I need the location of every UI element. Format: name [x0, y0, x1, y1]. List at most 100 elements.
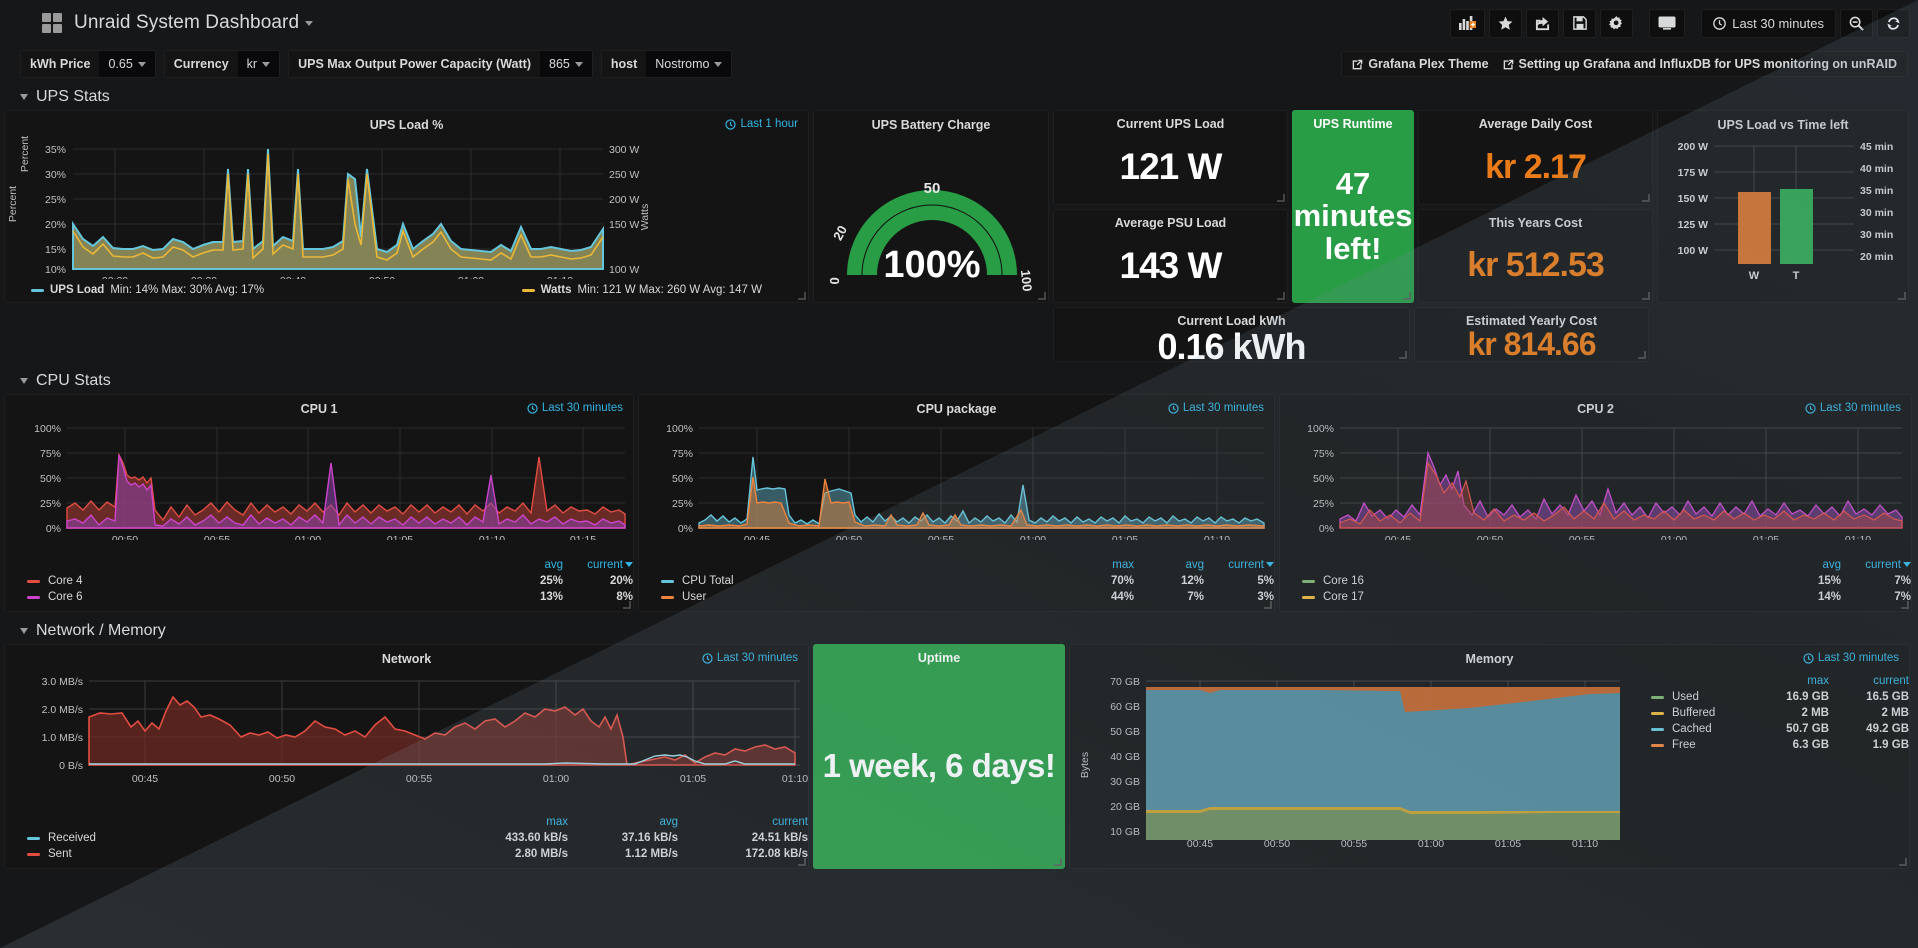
panel-title: UPS Load vs Time left: [1717, 118, 1849, 132]
panel-resize-handle[interactable]: [623, 601, 631, 609]
svg-text:00:45: 00:45: [132, 773, 158, 785]
svg-text:30 GB: 30 GB: [1110, 776, 1140, 788]
variable-value[interactable]: Nostromo: [646, 51, 731, 77]
panel-title: Estimated Yearly Cost: [1465, 314, 1598, 328]
legend-row[interactable]: Used 16.9 GB 16.5 GB: [1629, 689, 1909, 705]
svg-text:01:10: 01:10: [1572, 838, 1598, 850]
panel-resize-handle[interactable]: [1403, 292, 1411, 300]
dashboard-link-ups-guide[interactable]: Setting up Grafana and InfluxDB for UPS …: [1503, 57, 1897, 71]
panel-title: Current UPS Load: [1116, 117, 1225, 131]
legend-row[interactable]: Core 4 25% 20%: [5, 573, 633, 589]
row-header-network-memory[interactable]: Network / Memory: [0, 612, 1918, 644]
legend-row[interactable]: Free 6.3 GB 1.9 GB: [1629, 737, 1909, 753]
grid-icon[interactable]: [42, 13, 62, 33]
panel-time-range[interactable]: Last 30 minutes: [527, 402, 623, 414]
panel-resize-handle[interactable]: [1638, 351, 1646, 359]
refresh-button[interactable]: [1877, 8, 1910, 38]
legend-item-received[interactable]: Received: [5, 832, 448, 844]
y2-axis-ticks: 300 W 250 W 200 W 150 W 100 W: [609, 144, 639, 276]
legend-item-sent[interactable]: Sent: [5, 848, 448, 860]
legend-item-free[interactable]: Free: [1629, 739, 1749, 751]
legend-item-used[interactable]: Used: [1629, 691, 1749, 703]
legend-col-current: current: [563, 557, 633, 573]
zoom-out-button[interactable]: [1840, 8, 1873, 38]
legend-label: Free: [1672, 739, 1696, 751]
stat-value: 121 W: [1119, 146, 1223, 188]
variable-value[interactable]: 865: [540, 51, 592, 77]
legend-col-current: current: [772, 816, 808, 828]
refresh-icon: [1887, 16, 1900, 30]
legend-swatch: [1302, 579, 1315, 583]
legend-row[interactable]: Core 16 15% 7%: [1280, 573, 1911, 589]
row-header-cpu-stats[interactable]: CPU Stats: [0, 362, 1918, 394]
panel-resize-handle[interactable]: [1054, 858, 1062, 866]
legend-item-user[interactable]: User: [639, 591, 1064, 603]
legend-item-core17[interactable]: Core 17: [1280, 591, 1771, 603]
panel-time-range[interactable]: Last 30 minutes: [1803, 652, 1899, 664]
variable-value[interactable]: 0.65: [99, 51, 154, 77]
variable-value[interactable]: kr: [238, 51, 279, 77]
dashboard-links: Grafana Plex Theme Setting up Grafana an…: [1341, 51, 1908, 77]
legend-row[interactable]: Received 433.60 kB/s 37.16 kB/s 24.51 kB/s: [5, 830, 808, 846]
panel-time-range[interactable]: Last 30 minutes: [1168, 402, 1264, 414]
legend-item-core6[interactable]: Core 6: [5, 591, 493, 603]
svg-text:T: T: [1793, 270, 1800, 282]
legend-item-ups-load[interactable]: UPS Load Min: 14% Max: 30% Avg: 17%: [21, 284, 264, 296]
legend-item-buffered[interactable]: Buffered: [1629, 707, 1749, 719]
panel-time-range[interactable]: Last 30 minutes: [1805, 402, 1901, 414]
svg-text:1.0 MB/s: 1.0 MB/s: [42, 732, 83, 744]
panel-resize-handle[interactable]: [1899, 858, 1907, 866]
legend-col-max: max: [1112, 559, 1134, 571]
panel-resize-handle[interactable]: [1264, 601, 1272, 609]
legend-item-core4[interactable]: Core 4: [5, 575, 493, 587]
legend-item-cpu-total[interactable]: CPU Total: [639, 575, 1064, 587]
legend-item-cached[interactable]: Cached: [1629, 723, 1749, 735]
legend-row[interactable]: Core 17 14% 7%: [1280, 589, 1911, 605]
legend-row[interactable]: Sent 2.80 MB/s 1.12 MB/s 172.08 kB/s: [5, 846, 808, 862]
legend-row[interactable]: Buffered 2 MB 2 MB: [1629, 705, 1909, 721]
variable-currency[interactable]: Currency kr: [163, 50, 281, 78]
time-range-picker[interactable]: Last 30 minutes: [1701, 8, 1836, 38]
legend-item-watts[interactable]: Watts Min: 121 W Max: 260 W Avg: 147 W: [521, 284, 792, 296]
chevron-down-icon: [20, 94, 28, 100]
cpu-package-chart: 100% 75% 50% 25% 0% 00:45 00:50 00:55 01:00 01…: [666, 423, 1265, 540]
ups-load-series: [72, 148, 604, 270]
row-header-ups-stats[interactable]: UPS Stats: [0, 82, 1918, 110]
panel-resize-handle[interactable]: [1642, 292, 1650, 300]
legend-item-core16[interactable]: Core 16: [1280, 575, 1771, 587]
share-button[interactable]: [1526, 8, 1560, 38]
panel-resize-handle[interactable]: [1277, 292, 1285, 300]
panel-resize-handle[interactable]: [798, 858, 806, 866]
tv-mode-button[interactable]: [1649, 8, 1686, 38]
legend-row[interactable]: CPU Total 70% 12% 5%: [639, 573, 1274, 589]
variable-ups-max-output[interactable]: UPS Max Output Power Capacity (Watt) 865: [288, 50, 593, 78]
settings-button[interactable]: [1600, 8, 1634, 38]
legend-row[interactable]: User 44% 7% 3%: [639, 589, 1274, 605]
chevron-down-icon[interactable]: [305, 20, 314, 26]
panel-resize-handle[interactable]: [1277, 194, 1285, 202]
panel-resize-handle[interactable]: [1898, 292, 1906, 300]
svg-text:00:50: 00:50: [1264, 838, 1290, 850]
svg-text:20 min: 20 min: [1860, 251, 1893, 263]
add-panel-button[interactable]: [1450, 8, 1486, 38]
variable-host[interactable]: host Nostromo: [600, 50, 733, 78]
save-button[interactable]: [1563, 8, 1597, 38]
legend-row[interactable]: Core 6 13% 8%: [5, 589, 633, 605]
panel-resize-handle[interactable]: [1642, 194, 1650, 202]
svg-text:150 W: 150 W: [1678, 193, 1708, 205]
panel-resize-handle[interactable]: [798, 292, 806, 300]
star-button[interactable]: [1489, 8, 1523, 38]
panel-resize-handle[interactable]: [1399, 351, 1407, 359]
battery-gauge: 50 20 0 100 100%: [827, 180, 1035, 292]
panel-resize-handle[interactable]: [1038, 292, 1046, 300]
legend-row[interactable]: Cached 50.7 GB 49.2 GB: [1629, 721, 1909, 737]
panel-title: Uptime: [917, 651, 961, 665]
legend-swatch: [27, 836, 40, 840]
panel-time-range[interactable]: Last 30 minutes: [702, 652, 798, 664]
dashboard-link-plex-theme[interactable]: Grafana Plex Theme: [1352, 57, 1489, 71]
memory-used-series: [1146, 810, 1620, 840]
svg-text:00:50: 00:50: [269, 773, 295, 785]
panel-resize-handle[interactable]: [1901, 601, 1909, 609]
page-title[interactable]: Unraid System Dashboard: [74, 12, 300, 33]
variable-kwh-price[interactable]: kWh Price 0.65: [20, 50, 156, 78]
